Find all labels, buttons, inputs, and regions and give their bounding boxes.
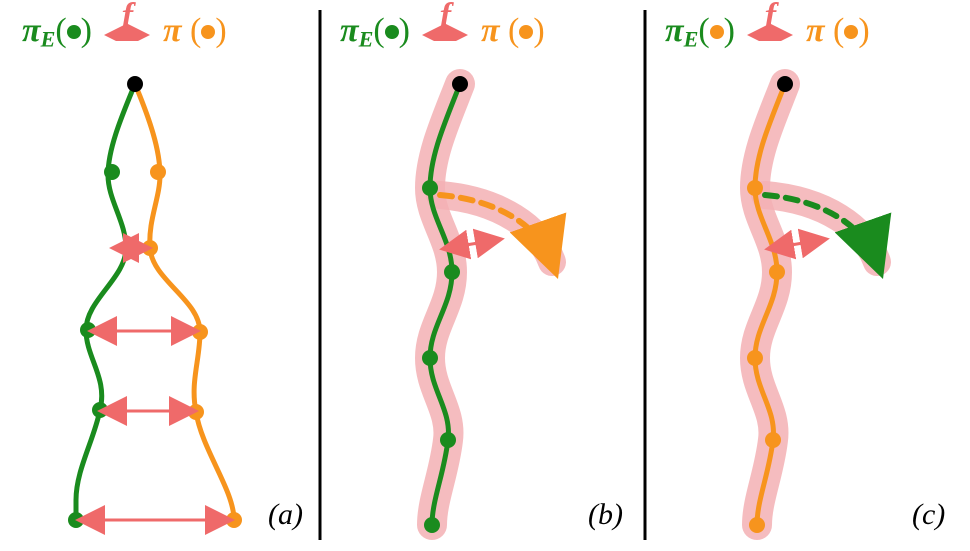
expert-state-dot — [92, 402, 108, 418]
paren-right: ) — [215, 12, 226, 49]
start-dot-icon — [452, 76, 468, 92]
expert-state-dot — [104, 164, 120, 180]
paren-left: ( — [373, 12, 384, 49]
f-symbol: f — [122, 0, 133, 35]
policy-trajectory — [135, 84, 234, 520]
state-dot — [765, 432, 781, 448]
state-dot — [747, 180, 763, 196]
expert-dot-icon — [385, 25, 399, 39]
policy-dot-icon — [201, 25, 215, 39]
expert-state-dot — [80, 322, 96, 338]
paren-right: ) — [81, 12, 92, 49]
pi-expert-symbol: πE — [22, 12, 55, 49]
state-dot — [444, 264, 460, 280]
panel-c-label: (c) — [912, 498, 945, 532]
policy-dot-icon — [519, 25, 533, 39]
paren-left: ( — [698, 12, 709, 49]
start-dot-icon — [777, 76, 793, 92]
expert-dot-icon — [710, 25, 724, 39]
figure-root: πE() f π () πE() f π () πE() f π () (a) … — [0, 0, 970, 551]
pi-policy-symbol: π — [163, 12, 190, 49]
pi-policy-symbol: π — [481, 12, 508, 49]
state-dot — [769, 264, 785, 280]
paren-right: ) — [858, 12, 869, 49]
paren-right: ) — [724, 12, 735, 49]
state-dot — [422, 350, 438, 366]
state-dot — [424, 517, 440, 533]
state-dot — [747, 350, 763, 366]
state-dot — [440, 432, 456, 448]
figure-svg — [0, 0, 970, 551]
pi-policy-symbol: π — [806, 12, 833, 49]
f-symbol: f — [765, 0, 776, 35]
panel-a-label: (a) — [268, 498, 303, 532]
f-symbol: f — [440, 0, 451, 35]
policy-state-dot — [150, 164, 166, 180]
policy-state-dot — [192, 324, 208, 340]
panel-b-label: (b) — [588, 498, 623, 532]
panel-c-header: πE() f π () — [665, 12, 870, 53]
pi-expert-symbol: πE — [340, 12, 373, 49]
paren-left: ( — [190, 12, 201, 49]
paren-right: ) — [399, 12, 410, 49]
expert-dot-icon — [67, 25, 81, 39]
paren-left: ( — [55, 12, 66, 49]
panel-a-header: πE() f π () — [22, 12, 227, 53]
paren-left: ( — [508, 12, 519, 49]
paren-right: ) — [533, 12, 544, 49]
pi-expert-symbol: πE — [665, 12, 698, 49]
expert-trajectory — [76, 84, 135, 520]
paren-left: ( — [833, 12, 844, 49]
state-dot — [422, 180, 438, 196]
expert-state-dot — [68, 512, 84, 528]
policy-state-dot — [188, 404, 204, 420]
policy-state-dot — [226, 512, 242, 528]
panel-b-header: πE() f π () — [340, 12, 545, 53]
policy-dot-icon — [844, 25, 858, 39]
policy-state-dot — [142, 240, 158, 256]
start-dot-icon — [127, 76, 143, 92]
state-dot — [749, 517, 765, 533]
